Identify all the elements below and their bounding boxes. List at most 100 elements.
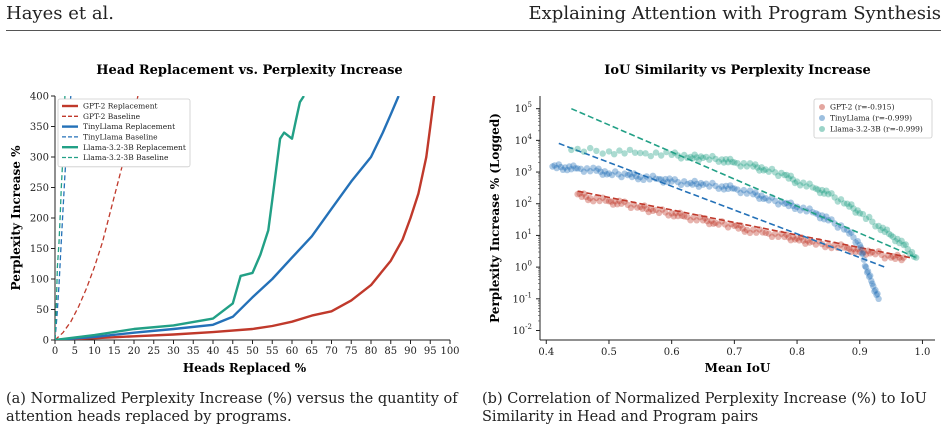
chart-b-point xyxy=(852,248,859,256)
chart-b-point xyxy=(831,194,838,201)
chart-b-point xyxy=(715,158,722,165)
chart-b-point xyxy=(674,152,682,159)
chart-b-point xyxy=(720,186,728,193)
chart-b-point xyxy=(789,176,797,183)
chart-b-point xyxy=(854,238,861,245)
chart-b-point xyxy=(883,226,891,233)
chart-b-point xyxy=(758,164,765,171)
chart-b-point xyxy=(709,179,716,187)
chart-b-point xyxy=(718,156,725,163)
chart-b-point xyxy=(734,186,741,193)
chart-b-ytick-label: 102 xyxy=(515,196,532,210)
chart-b-point xyxy=(877,226,884,234)
chart-b-point xyxy=(762,166,769,173)
chart-b-point xyxy=(753,229,760,236)
chart-b-point xyxy=(658,176,665,183)
chart-b-point xyxy=(791,179,799,187)
chart-b-point xyxy=(618,200,625,207)
chart-iou-similarity: IoU Similarity vs Perplexity Increase Mea… xyxy=(488,63,935,375)
chart-b-legend-swatch xyxy=(819,115,825,121)
chart-b-point xyxy=(862,251,870,258)
chart-b-point xyxy=(621,170,628,177)
chart-b-point xyxy=(775,233,782,240)
chart-b-point xyxy=(866,273,873,280)
chart-b-point xyxy=(871,288,878,295)
chart-b-point xyxy=(612,168,619,175)
chart-b-point xyxy=(587,168,594,175)
chart-b-point xyxy=(762,229,769,237)
chart-b-point xyxy=(740,160,747,167)
chart-b-point xyxy=(856,210,863,217)
chart-b-trendline xyxy=(577,190,911,259)
chart-a-xtick-label: 25 xyxy=(147,346,160,357)
chart-a-legend-entry: Llama-3.2-3B Baseline xyxy=(83,153,169,162)
chart-b-point xyxy=(712,182,719,190)
chart-b-ytick-label: 101 xyxy=(515,228,532,242)
chart-b-point xyxy=(750,191,757,198)
chart-b-legend-entry: GPT-2 (r=-0.915) xyxy=(830,103,895,112)
chart-b-legend-entry: TinyLlama (r=-0.999) xyxy=(830,114,912,123)
chart-b-point xyxy=(587,144,594,152)
chart-b-point xyxy=(878,251,885,258)
chart-b-point xyxy=(791,236,799,243)
chart-b-point xyxy=(846,230,853,237)
chart-b-point xyxy=(677,181,685,189)
chart-b-point xyxy=(729,185,736,192)
chart-a-legend-entry: TinyLlama Replacement xyxy=(83,122,175,131)
chart-b-point xyxy=(740,186,747,194)
chart-b-point xyxy=(635,176,642,183)
chart-b-point xyxy=(771,197,779,205)
chart-b-point xyxy=(872,251,879,258)
chart-b-ytick-label: 104 xyxy=(515,133,533,147)
chart-b-point xyxy=(796,237,803,244)
chart-b-point xyxy=(834,198,841,205)
chart-b-point xyxy=(872,286,879,294)
chart-b-point xyxy=(868,277,875,285)
chart-b-point xyxy=(752,161,759,168)
chart-b-point xyxy=(743,190,751,197)
chart-b-point xyxy=(898,256,905,264)
chart-a-xtick-label: 85 xyxy=(384,346,397,357)
chart-b-point xyxy=(690,213,697,221)
chart-b-point xyxy=(574,191,581,198)
chart-a-ytick-label: 250 xyxy=(30,183,49,194)
chart-b-point xyxy=(593,194,600,202)
chart-a-legend-box xyxy=(57,98,191,168)
chart-b-point xyxy=(864,268,872,275)
chart-b-point xyxy=(699,181,707,188)
chart-b-point xyxy=(885,230,893,237)
chart-b-point xyxy=(758,192,765,199)
chart-b-point xyxy=(727,155,734,163)
chart-b-point xyxy=(580,148,588,155)
paper-authors: Hayes et al. xyxy=(6,3,115,24)
chart-b-point xyxy=(881,228,888,236)
chart-b-point xyxy=(771,169,779,176)
chart-b-point xyxy=(666,175,673,182)
chart-b-point xyxy=(632,173,640,180)
chart-a-xtick-label: 35 xyxy=(187,346,200,357)
chart-b-point xyxy=(894,235,901,243)
chart-b-point xyxy=(781,171,788,179)
chart-b-point xyxy=(687,217,694,224)
chart-b-point xyxy=(691,177,698,185)
chart-b-point xyxy=(715,185,722,192)
chart-b-point xyxy=(746,229,754,237)
chart-b-point xyxy=(564,166,571,174)
chart-b-xtick-label: 0.9 xyxy=(852,347,868,358)
chart-b-point xyxy=(874,290,881,297)
chart-b-xlabel: Mean IoU xyxy=(705,361,771,375)
chart-b-point xyxy=(649,207,657,214)
chart-b-point xyxy=(580,168,588,175)
chart-a-xtick-label: 30 xyxy=(167,346,180,357)
chart-b-point xyxy=(881,255,888,262)
chart-b-point xyxy=(754,164,761,171)
chart-b-point xyxy=(806,180,813,187)
chart-a-ytick-label: 0 xyxy=(43,336,49,347)
chart-b-point xyxy=(624,201,631,208)
chart-b-point xyxy=(665,212,672,219)
chart-b-point xyxy=(712,155,719,163)
chart-b-point xyxy=(691,151,698,158)
chart-b-point xyxy=(887,254,895,261)
chart-b-ylabel: Perplexity Increase % (Logged) xyxy=(488,113,502,323)
chart-b-point xyxy=(869,218,876,225)
